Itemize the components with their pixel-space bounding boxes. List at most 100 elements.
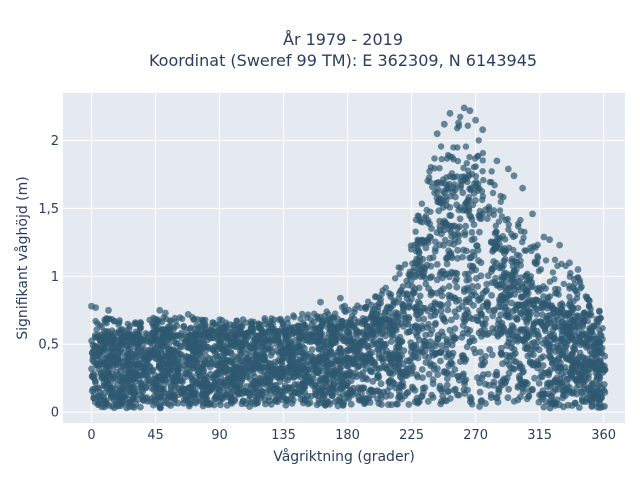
scatter-point-2609	[368, 327, 376, 334]
scatter-point-3840	[515, 223, 522, 230]
scatter-point-3204	[427, 262, 435, 270]
scatter-point-2489	[545, 347, 553, 355]
scatter-point-2825	[379, 341, 387, 349]
scatter-point-2839	[522, 316, 530, 324]
scatter-point-2311	[492, 244, 500, 252]
scatter-point-1709	[211, 395, 219, 403]
scatter-point-2686	[228, 400, 236, 407]
scatter-point-2953	[298, 348, 306, 356]
scatter-point-3030	[576, 363, 584, 370]
scatter-point-3852	[412, 228, 419, 235]
scatter-point-1443	[92, 379, 99, 386]
scatter-point-2294	[601, 402, 608, 410]
scatter-point-3016	[428, 225, 435, 232]
scatter-point-3167	[431, 247, 439, 255]
scatter-point-3671	[520, 234, 527, 242]
scatter-point-4101	[92, 304, 100, 311]
scatter-point-3974	[255, 321, 263, 328]
scatter-point-3343	[523, 344, 531, 352]
y-tick-label-3: 1,5	[38, 202, 59, 217]
scatter-point-4115	[472, 116, 479, 124]
scatter-point-1699	[394, 336, 402, 343]
scatter-point-872	[528, 340, 535, 348]
scatter-point-2950	[414, 354, 422, 362]
scatter-point-3143	[147, 397, 155, 405]
scatter-point-2966	[278, 356, 286, 364]
scatter-point-1310	[477, 272, 485, 280]
scatter-point-2439	[576, 349, 584, 357]
scatter-point-3340	[300, 362, 307, 370]
scatter-point-2985	[448, 341, 456, 349]
scatter-point-1608	[369, 377, 377, 385]
scatter-point-3060	[482, 400, 489, 407]
scatter-point-2547	[505, 385, 512, 393]
scatter-point-3828	[146, 316, 153, 324]
scatter-point-4123	[546, 236, 553, 244]
scatter-point-3183	[363, 375, 371, 383]
scatter-point-3276	[338, 376, 345, 384]
scatter-point-3341	[350, 359, 358, 367]
scatter-point-3278	[90, 370, 97, 378]
scatter-point-3070	[100, 400, 108, 408]
scatter-point-3039	[570, 359, 578, 367]
scatter-point-3272	[109, 373, 117, 381]
scatter-point-3905	[489, 189, 497, 197]
scatter-point-4095	[351, 305, 359, 313]
scatter-point-3811	[570, 297, 577, 305]
scatter-point-2045	[487, 391, 495, 398]
scatter-point-3901	[137, 325, 144, 332]
x-tick-label-5: 225	[399, 428, 424, 443]
scatter-point-2970	[289, 354, 297, 361]
scatter-point-2677	[176, 342, 184, 350]
scatter-point-2945	[517, 310, 524, 317]
scatter-point-3878	[395, 264, 402, 271]
scatter-point-3063	[474, 317, 481, 325]
scatter-point-3252	[374, 395, 381, 403]
scatter-point-1753	[557, 335, 565, 343]
x-axis-label: Vågriktning (grader)	[273, 448, 415, 465]
scatter-point-3384	[260, 339, 268, 347]
scatter-point-3302	[308, 331, 316, 339]
scatter-point-3299	[329, 335, 336, 343]
scatter-point-3328	[470, 345, 478, 353]
scatter-point-3263	[385, 354, 393, 362]
scatter-point-3393	[383, 326, 391, 334]
scatter-point-2225	[499, 360, 506, 368]
scatter-point-3097	[586, 365, 594, 373]
scatter-point-3377	[228, 366, 236, 374]
scatter-point-3833	[596, 327, 603, 334]
scatter-point-4117	[493, 157, 501, 165]
scatter-point-4002	[407, 242, 415, 249]
scatter-point-3027	[525, 392, 533, 400]
scatter-point-3991	[132, 330, 139, 338]
scatter-point-3999	[401, 261, 409, 268]
scatter-point-3084	[160, 397, 168, 405]
scatter-point-4124	[556, 241, 563, 249]
scatter-point-3387	[300, 381, 308, 389]
scatter-point-2872	[258, 361, 265, 368]
scatter-point-3350	[190, 360, 198, 368]
scatter-point-4072	[194, 316, 201, 323]
scatter-point-4000	[250, 318, 257, 325]
scatter-point-2866	[94, 401, 102, 409]
scatter-point-2382	[162, 377, 170, 384]
scatter-point-3311	[186, 400, 194, 407]
scatter-point-2821	[596, 374, 604, 382]
scatter-point-3364	[173, 360, 181, 368]
scatter-point-2214	[547, 355, 555, 363]
scatter-point-2935	[547, 380, 555, 388]
scatter-point-3970	[262, 320, 269, 328]
scatter-point-3754	[517, 216, 524, 224]
scatter-point-3201	[371, 320, 379, 328]
scatter-point-2329	[543, 312, 551, 320]
scatter-point-2024	[251, 373, 259, 381]
scatter-point-2913	[436, 241, 444, 249]
scatter-point-3744	[126, 325, 133, 332]
scatter-point-2322	[476, 228, 483, 236]
scatter-point-2748	[431, 311, 439, 319]
scatter-point-2891	[493, 368, 500, 376]
scatter-point-3986	[412, 247, 420, 255]
scatter-point-609	[439, 285, 447, 293]
scatter-point-1860	[176, 350, 184, 358]
scatter-point-2711	[476, 388, 484, 396]
